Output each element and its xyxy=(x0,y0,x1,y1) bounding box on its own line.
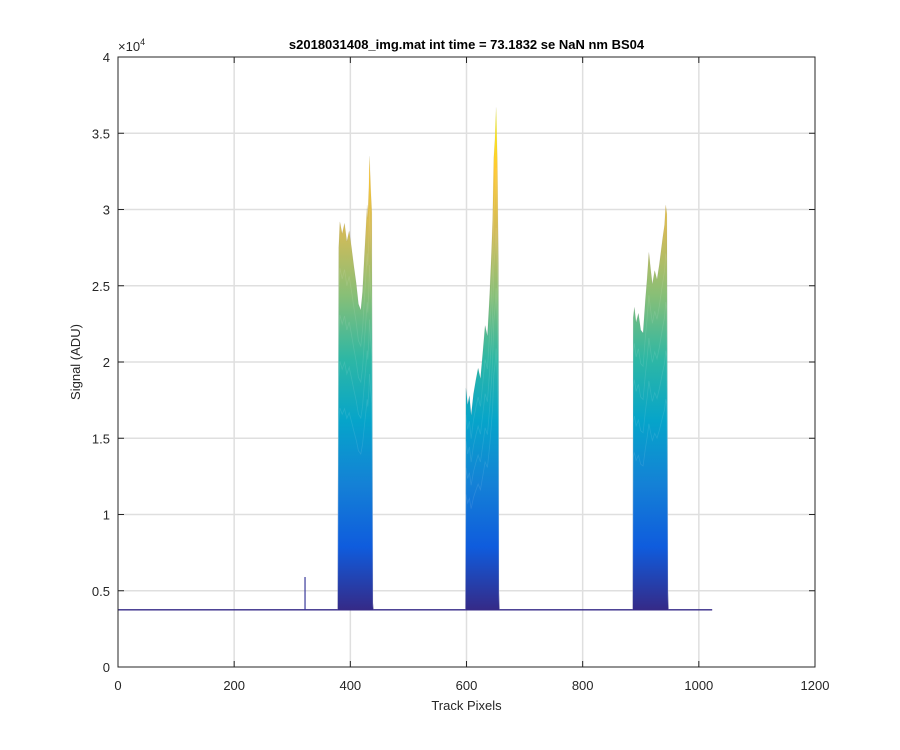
x-tick-label: 400 xyxy=(339,678,361,693)
x-tick-label: 0 xyxy=(114,678,121,693)
y-axis-exponent: ×104 xyxy=(118,37,145,54)
peak-area xyxy=(337,156,374,610)
axis-ticks: 0 200 400 600 800 1000 1200 0 0.5 1 1.5 2 2.5 3 3.5 4 xyxy=(92,50,830,693)
y-tick-label: 2.5 xyxy=(92,279,110,294)
peak-trace xyxy=(337,373,374,610)
y-tick-label: 3 xyxy=(103,203,110,218)
peak-edge xyxy=(465,107,500,610)
y-tick-label: 0 xyxy=(103,660,110,675)
peak-trace xyxy=(632,399,670,610)
x-tick-label: 200 xyxy=(223,678,245,693)
peak-trace xyxy=(464,227,501,610)
peak-area xyxy=(465,107,500,610)
peak-3 xyxy=(632,204,670,610)
y-exponent-power: 4 xyxy=(140,37,145,47)
x-tick-label: 1200 xyxy=(801,678,830,693)
y-tick-label: 1 xyxy=(103,508,110,523)
peak-trace xyxy=(337,264,374,610)
x-axis-label: Track Pixels xyxy=(431,698,502,713)
peak-trace xyxy=(464,167,501,610)
peak-area xyxy=(632,204,669,610)
y-tick-label: 4 xyxy=(103,50,110,65)
peak-edge xyxy=(632,204,669,610)
peak-trace xyxy=(632,253,670,610)
peak-trace xyxy=(337,210,374,610)
y-tick-label: 0.5 xyxy=(92,584,110,599)
x-tick-label: 800 xyxy=(572,678,594,693)
peak-trace xyxy=(464,348,501,610)
peak-trace xyxy=(464,288,501,610)
y-exponent-base: ×10 xyxy=(118,39,140,54)
peak-1 xyxy=(337,156,374,610)
peak-trace xyxy=(632,350,670,610)
peak-2 xyxy=(464,107,501,610)
chart-title: s2018031408_img.mat int time = 73.1832 s… xyxy=(289,37,645,52)
y-tick-label: 1.5 xyxy=(92,431,110,446)
y-tick-label: 2 xyxy=(103,355,110,370)
x-tick-label: 600 xyxy=(456,678,478,693)
x-tick-label: 1000 xyxy=(684,678,713,693)
peak-trace xyxy=(337,319,374,610)
plot-area xyxy=(118,107,713,611)
peak-trace xyxy=(632,302,670,610)
peak-edge xyxy=(337,156,374,610)
y-tick-label: 3.5 xyxy=(92,126,110,141)
y-axis-label: Signal (ADU) xyxy=(68,324,83,400)
